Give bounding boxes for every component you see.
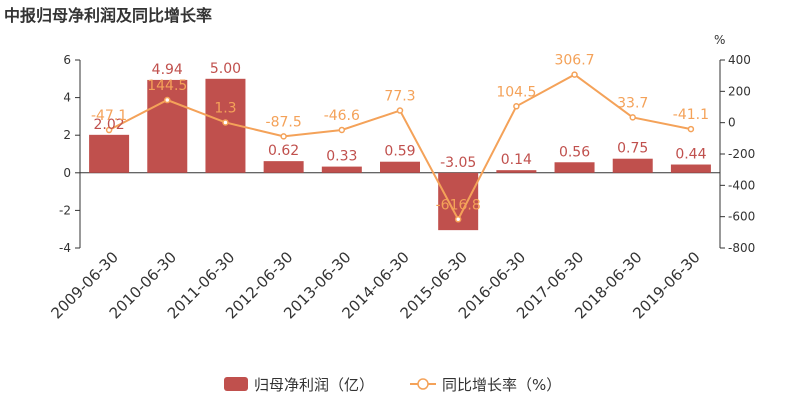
- legend-line-label: 同比增长率（%）: [442, 376, 561, 394]
- legend-bar-label: 归母净利润（亿）: [254, 376, 374, 394]
- bar-value-label: -3.05: [440, 155, 476, 171]
- right-tick-label: -800: [728, 241, 755, 255]
- line-point: [105, 126, 113, 134]
- left-tick-label: 0: [63, 166, 71, 180]
- line-point: [396, 107, 404, 114]
- legend-bar-swatch: [224, 377, 248, 391]
- data-labels: 2.02 4.94 5.00 0.62 0.33 0.59 -3.05 0.14 0.56 0.7…: [91, 53, 709, 214]
- legend[interactable]: 归母净利润（亿） 同比增长率（%）: [224, 376, 561, 394]
- line-value-label: -87.5: [266, 114, 302, 130]
- bar: [147, 79, 188, 173]
- line-point: [338, 126, 346, 134]
- left-tick-label: 2: [63, 128, 71, 142]
- bar-value-label: 4.94: [152, 62, 183, 78]
- line-value-label: -41.1: [673, 107, 709, 123]
- legend-line-marker: [417, 378, 429, 390]
- bar-value-label: 0.44: [675, 147, 706, 163]
- line-value-label: 104.5: [496, 84, 536, 100]
- line-point: [222, 119, 229, 126]
- line-value-label: -47.1: [91, 108, 127, 124]
- line-point: [513, 103, 520, 110]
- line-point: [571, 71, 578, 78]
- bar-value-label: 0.14: [501, 152, 532, 168]
- right-tick-label: 0: [728, 116, 736, 130]
- line-point: [454, 216, 462, 223]
- bar: [496, 170, 537, 173]
- left-tick-label: 6: [63, 53, 71, 67]
- bar-value-label: 2.02: [94, 117, 125, 133]
- bar: [670, 164, 711, 173]
- line-value-label: -616.8: [436, 197, 481, 213]
- bar-value-label: 0.33: [326, 149, 357, 165]
- right-axis-unit: %: [714, 33, 725, 47]
- left-tick-label: -2: [59, 203, 71, 217]
- right-tick-label: -200: [728, 147, 755, 161]
- line-series: [105, 71, 695, 223]
- right-tick-label: 400: [728, 53, 751, 67]
- bar: [263, 161, 304, 173]
- bar-value-label: 0.59: [384, 144, 415, 160]
- line-value-label: -46.6: [324, 108, 360, 124]
- right-tick-label: -600: [728, 210, 755, 224]
- line-value-label: 1.3: [214, 100, 236, 116]
- bar: [380, 161, 420, 173]
- line-value-label: 33.7: [617, 95, 648, 111]
- right-tick-label: -400: [728, 178, 755, 192]
- line-value-label: 77.3: [384, 89, 415, 105]
- bar-value-label: 0.75: [617, 141, 648, 157]
- bar-value-label: 5.00: [210, 61, 241, 77]
- bar-value-label: 0.62: [268, 143, 299, 159]
- bar: [89, 134, 130, 173]
- bar: [321, 166, 362, 173]
- line-point: [164, 96, 171, 104]
- x-axis: 2009-06-302010-06-302011-06-302012-06-30…: [48, 248, 704, 322]
- line-point: [280, 133, 287, 140]
- left-tick-label: -4: [59, 241, 71, 255]
- bar: [612, 158, 653, 173]
- bar-value-label: 0.56: [559, 144, 590, 160]
- line-value-label: 144.5: [147, 78, 187, 94]
- bar: [554, 162, 595, 173]
- line-point: [687, 125, 695, 133]
- right-tick-label: 200: [728, 84, 751, 98]
- chart-title: 中报归母净利润及同比增长率: [4, 6, 213, 25]
- line-value-label: 306.7: [554, 53, 594, 69]
- line-point: [629, 114, 636, 121]
- left-tick-label: 4: [63, 91, 71, 105]
